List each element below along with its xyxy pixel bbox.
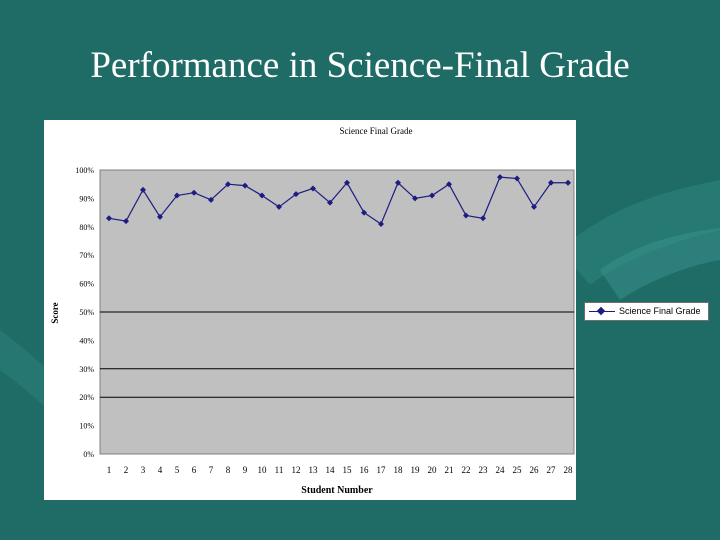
data-point: [259, 192, 265, 199]
y-tick-label: 60%: [79, 280, 94, 289]
x-tick-label: 5: [175, 465, 180, 475]
data-point: [378, 220, 384, 227]
x-tick-label: 26: [530, 465, 540, 475]
x-tick-label: 10: [258, 465, 268, 475]
data-point: [208, 196, 214, 203]
data-point: [446, 181, 452, 188]
series-line: [108, 176, 568, 225]
x-tick-label: 2: [124, 465, 129, 475]
x-tick-label: 21: [445, 465, 454, 475]
x-axis-label: Student Number: [301, 485, 373, 496]
x-tick-label: 25: [513, 465, 523, 475]
x-tick-label: 1: [107, 465, 112, 475]
data-point: [327, 199, 333, 206]
x-tick-label: 3: [141, 465, 146, 475]
data-point: [276, 203, 282, 210]
x-tick-label: 7: [209, 465, 214, 475]
data-point: [548, 179, 554, 186]
x-tick-label: 13: [309, 465, 319, 475]
x-tick-label: 20: [428, 465, 438, 475]
data-point: [361, 209, 367, 216]
x-tick-label: 8: [226, 465, 231, 475]
y-tick-label: 90%: [79, 194, 94, 203]
y-tick-label: 40%: [79, 336, 94, 345]
x-tick-label: 14: [326, 465, 336, 475]
legend-label: Science Final Grade: [619, 306, 701, 316]
legend: Science Final Grade: [584, 302, 709, 321]
data-point: [242, 182, 248, 189]
data-point: [412, 195, 418, 202]
y-tick-label: 0%: [83, 450, 94, 459]
data-point: [565, 179, 571, 186]
data-point: [429, 192, 435, 199]
data-point: [480, 215, 486, 222]
y-tick-label: 50%: [79, 308, 94, 317]
x-tick-label: 11: [275, 465, 284, 475]
x-tick-label: 28: [564, 465, 574, 475]
data-point: [395, 179, 401, 186]
data-point: [225, 181, 231, 188]
data-point: [157, 213, 163, 220]
slide-title: Performance in Science-Final Grade: [90, 45, 630, 86]
x-tick-label: 12: [292, 465, 301, 475]
x-tick-label: 6: [192, 465, 197, 475]
y-tick-label: 10%: [79, 422, 94, 431]
data-point: [310, 185, 316, 192]
x-tick-label: 9: [243, 465, 248, 475]
data-point: [497, 174, 503, 181]
y-tick-label: 80%: [79, 223, 94, 232]
x-tick-label: 4: [158, 465, 163, 475]
x-tick-label: 17: [377, 465, 387, 475]
y-axis-label: Score: [50, 302, 60, 323]
data-point: [463, 212, 469, 219]
data-point: [140, 186, 146, 193]
data-point: [106, 215, 112, 222]
y-tick-label: 100%: [75, 166, 94, 175]
data-point: [174, 192, 180, 199]
x-tick-label: 15: [343, 465, 353, 475]
x-tick-label: 23: [479, 465, 489, 475]
data-point: [293, 191, 299, 198]
legend-marker-icon: [596, 306, 606, 316]
chart-title: Science Final Grade: [340, 126, 413, 136]
data-point: [123, 218, 129, 225]
data-point: [344, 179, 350, 186]
data-point: [531, 203, 537, 210]
x-tick-label: 19: [411, 465, 421, 475]
data-point: [191, 189, 197, 196]
x-tick-label: 27: [547, 465, 557, 475]
y-tick-label: 70%: [79, 251, 94, 260]
y-tick-label: 30%: [79, 365, 94, 374]
x-tick-label: 24: [496, 465, 506, 475]
data-point: [514, 175, 520, 182]
x-tick-label: 22: [462, 465, 471, 475]
x-tick-label: 16: [360, 465, 370, 475]
x-tick-label: 18: [394, 465, 404, 475]
y-tick-label: 20%: [79, 393, 94, 402]
